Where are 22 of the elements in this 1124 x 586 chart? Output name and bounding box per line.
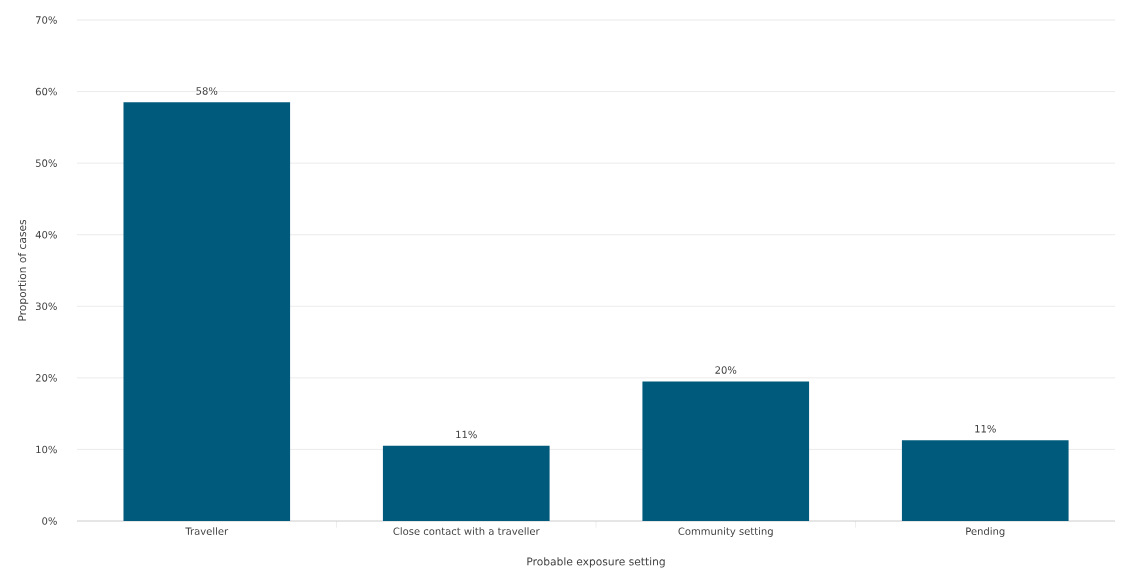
y-axis-title: Proportion of cases [17, 219, 29, 321]
data-label: 58% [196, 87, 218, 95]
x-tick-label: Community setting [678, 527, 773, 537]
data-label: 11% [975, 424, 996, 433]
y-tick-label: 10% [36, 445, 57, 454]
y-tick-label: 60% [35, 87, 57, 96]
bar [642, 381, 810, 521]
x-tick-label: Close contact with a traveller [393, 527, 540, 536]
y-tick-label: 70% [35, 16, 57, 24]
data-label: 20% [715, 366, 737, 374]
y-tick-label: 40% [35, 230, 57, 239]
x-axis-title: Probable exposure setting [527, 557, 665, 568]
y-tick-label: 50% [35, 159, 57, 167]
y-tick-label: 20% [35, 374, 57, 382]
data-label: 11% [456, 430, 477, 439]
x-tick-label: Traveller [185, 527, 229, 536]
y-tick-label: 30% [35, 302, 57, 311]
bar [123, 102, 291, 521]
bar [382, 445, 550, 521]
x-tick-label: Pending [966, 527, 1005, 537]
y-tick-label: 0% [42, 517, 57, 525]
bar [901, 440, 1069, 521]
